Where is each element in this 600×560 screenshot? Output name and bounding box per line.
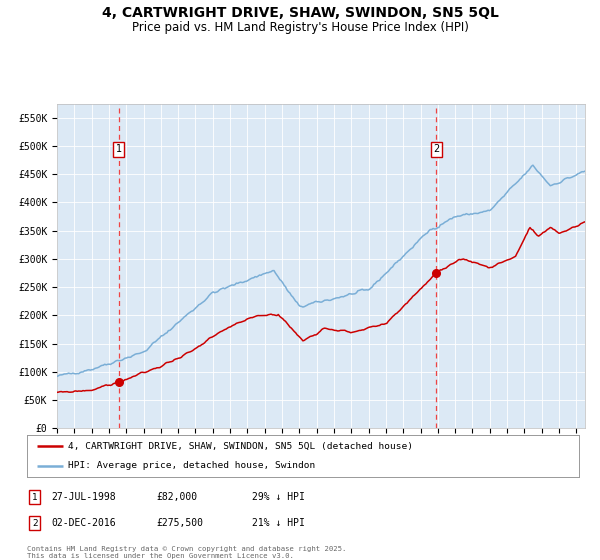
Text: 2: 2 (433, 144, 440, 154)
Text: £275,500: £275,500 (156, 518, 203, 528)
Text: 1: 1 (116, 144, 122, 154)
Text: 2: 2 (32, 519, 38, 528)
Text: HPI: Average price, detached house, Swindon: HPI: Average price, detached house, Swin… (68, 461, 316, 470)
Text: £82,000: £82,000 (156, 492, 197, 502)
Text: 4, CARTWRIGHT DRIVE, SHAW, SWINDON, SN5 5QL: 4, CARTWRIGHT DRIVE, SHAW, SWINDON, SN5 … (101, 6, 499, 20)
Text: Contains HM Land Registry data © Crown copyright and database right 2025.
This d: Contains HM Land Registry data © Crown c… (27, 546, 346, 559)
Text: 21% ↓ HPI: 21% ↓ HPI (252, 518, 305, 528)
Text: 02-DEC-2016: 02-DEC-2016 (51, 518, 116, 528)
Text: 4, CARTWRIGHT DRIVE, SHAW, SWINDON, SN5 5QL (detached house): 4, CARTWRIGHT DRIVE, SHAW, SWINDON, SN5 … (68, 442, 413, 451)
Text: 29% ↓ HPI: 29% ↓ HPI (252, 492, 305, 502)
Text: 27-JUL-1998: 27-JUL-1998 (51, 492, 116, 502)
Text: Price paid vs. HM Land Registry's House Price Index (HPI): Price paid vs. HM Land Registry's House … (131, 21, 469, 34)
Text: 1: 1 (32, 493, 38, 502)
